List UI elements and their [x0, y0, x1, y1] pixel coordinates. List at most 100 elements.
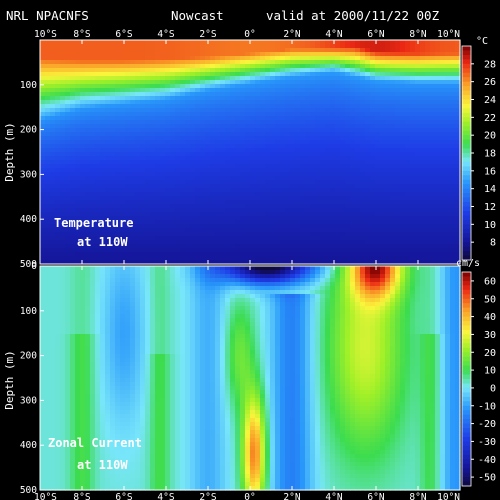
- heatmap-cell: [330, 152, 336, 157]
- heatmap-cell: [100, 100, 106, 105]
- heatmap-cell: [145, 52, 151, 57]
- heatmap-cell: [250, 256, 256, 261]
- heatmap-cell: [90, 132, 96, 137]
- heatmap-cell: [305, 140, 311, 145]
- heatmap-cell: [135, 108, 141, 113]
- heatmap-cell: [195, 260, 201, 265]
- heatmap-cell: [55, 132, 61, 137]
- heatmap-cell: [290, 100, 296, 105]
- heatmap-cell: [255, 192, 261, 197]
- heatmap-cell: [310, 204, 316, 209]
- heatmap-cell: [440, 140, 446, 145]
- heatmap-cell: [70, 80, 76, 85]
- heatmap-cell: [200, 40, 206, 45]
- heatmap-cell: [355, 64, 361, 69]
- heatmap-cell: [115, 80, 121, 85]
- heatmap-cell: [385, 152, 391, 157]
- heatmap-cell: [175, 252, 181, 257]
- heatmap-cell: [205, 112, 211, 117]
- heatmap-cell: [255, 152, 261, 157]
- heatmap-cell: [110, 256, 116, 261]
- heatmap-cell: [55, 164, 61, 169]
- heatmap-cell: [315, 176, 321, 181]
- heatmap-cell: [455, 192, 461, 197]
- heatmap-cell: [190, 216, 196, 221]
- heatmap-cell: [345, 180, 351, 185]
- heatmap-cell: [395, 196, 401, 201]
- heatmap-cell: [180, 216, 186, 221]
- heatmap-cell: [40, 438, 46, 443]
- heatmap-cell: [155, 216, 161, 221]
- heatmap-cell: [140, 172, 146, 177]
- colorbar-tick-label: 22: [484, 113, 496, 124]
- heatmap-cell: [100, 220, 106, 225]
- heatmap-cell: [75, 248, 81, 253]
- heatmap-cell: [135, 208, 141, 213]
- heatmap-cell: [240, 152, 246, 157]
- heatmap-cell: [405, 108, 411, 113]
- heatmap-cell: [355, 76, 361, 81]
- heatmap-cell: [305, 180, 311, 185]
- heatmap-cell: [425, 240, 431, 245]
- heatmap-cell: [250, 48, 256, 53]
- heatmap-cell: [280, 40, 286, 45]
- heatmap-cell: [45, 188, 51, 193]
- heatmap-cell: [185, 224, 191, 229]
- heatmap-cell: [435, 232, 441, 237]
- heatmap-cell: [250, 56, 256, 61]
- heatmap-cell: [75, 112, 81, 117]
- heatmap-cell: [260, 184, 266, 189]
- heatmap-cell: [180, 64, 186, 69]
- heatmap-cell: [295, 96, 301, 101]
- heatmap-cell: [235, 84, 241, 89]
- heatmap-cell: [150, 164, 156, 169]
- heatmap-cell: [40, 224, 46, 229]
- heatmap-cell: [340, 96, 346, 101]
- heatmap-cell: [375, 220, 381, 225]
- heatmap-cell: [455, 152, 461, 157]
- heatmap-cell: [85, 128, 91, 133]
- heatmap-cell: [65, 72, 71, 77]
- heatmap-cell: [160, 216, 166, 221]
- heatmap-cell: [140, 240, 146, 245]
- heatmap-cell: [160, 132, 166, 137]
- heatmap-cell: [390, 224, 396, 229]
- colorbar-segment: [462, 237, 471, 243]
- heatmap-cell: [110, 120, 116, 125]
- heatmap-cell: [235, 176, 241, 181]
- heatmap-cell: [450, 200, 456, 205]
- heatmap-cell: [440, 64, 446, 69]
- heatmap-cell: [270, 116, 276, 121]
- heatmap-cell: [425, 112, 431, 117]
- heatmap-cell: [450, 64, 456, 69]
- heatmap-cell: [225, 48, 231, 53]
- heatmap-cell: [150, 156, 156, 161]
- heatmap-cell: [330, 72, 336, 77]
- heatmap-cell: [60, 136, 66, 141]
- heatmap-cell: [345, 236, 351, 241]
- heatmap-cell: [395, 208, 401, 213]
- heatmap-cell: [415, 176, 421, 181]
- heatmap-cell: [85, 160, 91, 165]
- heatmap-cell: [415, 132, 421, 137]
- heatmap-cell: [380, 72, 386, 77]
- heatmap-cell: [320, 80, 326, 85]
- heatmap-cell: [120, 196, 126, 201]
- heatmap-cell: [345, 172, 351, 177]
- heatmap-cell: [145, 180, 151, 185]
- heatmap-cell: [75, 80, 81, 85]
- heatmap-cell: [125, 108, 131, 113]
- heatmap-cell: [85, 256, 91, 261]
- heatmap-cell: [450, 188, 456, 193]
- heatmap-cell: [90, 176, 96, 181]
- heatmap-cell: [330, 168, 336, 173]
- colorbar-tick-label: 26: [484, 77, 496, 88]
- heatmap-cell: [115, 96, 121, 101]
- heatmap-cell: [310, 112, 316, 117]
- heatmap-cell: [205, 256, 211, 261]
- heatmap-cell: [335, 244, 341, 249]
- heatmap-cell: [320, 172, 326, 177]
- heatmap-cell: [55, 220, 61, 225]
- heatmap-cell: [350, 68, 356, 73]
